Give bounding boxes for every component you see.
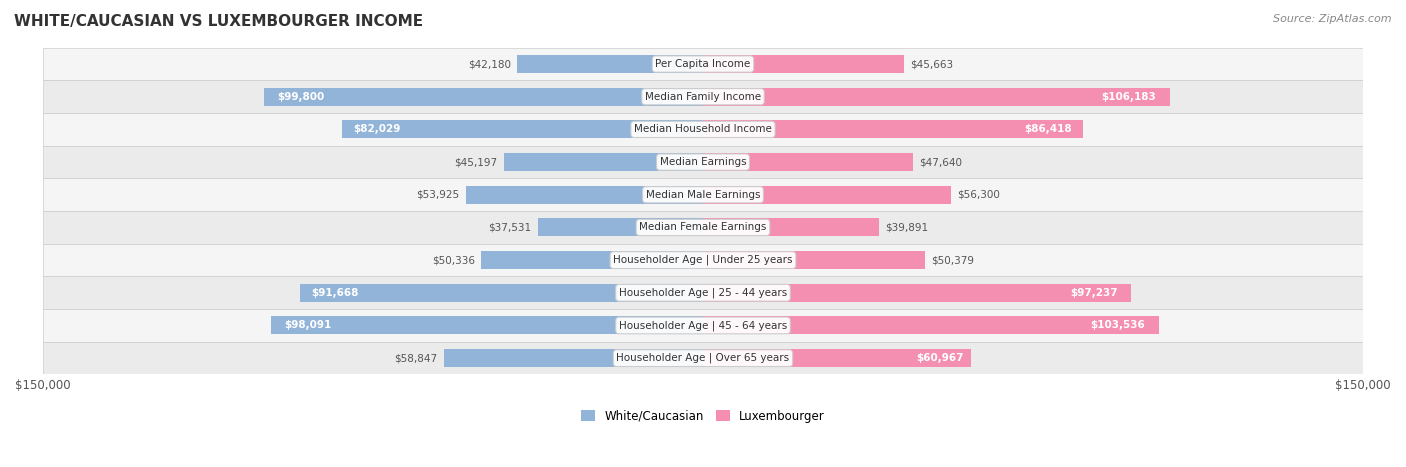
Text: $45,197: $45,197 [454,157,498,167]
Text: $50,336: $50,336 [432,255,475,265]
Text: Median Earnings: Median Earnings [659,157,747,167]
Text: Householder Age | 45 - 64 years: Householder Age | 45 - 64 years [619,320,787,331]
Text: Householder Age | Over 65 years: Householder Age | Over 65 years [616,353,790,363]
Bar [299,284,703,302]
Text: $50,379: $50,379 [931,255,974,265]
Text: $56,300: $56,300 [957,190,1000,200]
Text: $103,536: $103,536 [1090,320,1144,331]
Bar [703,55,904,73]
Text: WHITE/CAUCASIAN VS LUXEMBOURGER INCOME: WHITE/CAUCASIAN VS LUXEMBOURGER INCOME [14,14,423,29]
Text: $99,800: $99,800 [277,92,325,102]
FancyBboxPatch shape [42,342,1364,375]
Text: Source: ZipAtlas.com: Source: ZipAtlas.com [1274,14,1392,24]
Text: $39,891: $39,891 [886,222,928,233]
Bar [444,349,703,367]
Bar [271,317,703,334]
Bar [342,120,703,138]
Text: $98,091: $98,091 [284,320,332,331]
Text: $97,237: $97,237 [1070,288,1118,298]
Bar [703,186,950,204]
FancyBboxPatch shape [42,48,1364,80]
Bar [517,55,703,73]
Bar [703,349,972,367]
Bar [538,219,703,236]
Bar [505,153,703,171]
Text: $53,925: $53,925 [416,190,460,200]
Text: Median Household Income: Median Household Income [634,124,772,134]
FancyBboxPatch shape [42,309,1364,342]
Text: $37,531: $37,531 [488,222,531,233]
Bar [481,251,703,269]
Text: $60,967: $60,967 [915,353,963,363]
FancyBboxPatch shape [42,113,1364,146]
Text: Median Family Income: Median Family Income [645,92,761,102]
Text: $47,640: $47,640 [920,157,962,167]
Text: Median Male Earnings: Median Male Earnings [645,190,761,200]
Bar [703,88,1170,106]
FancyBboxPatch shape [42,178,1364,211]
Text: $45,663: $45,663 [911,59,953,69]
FancyBboxPatch shape [42,80,1364,113]
Bar [703,251,925,269]
Text: Per Capita Income: Per Capita Income [655,59,751,69]
Text: $106,183: $106,183 [1101,92,1156,102]
FancyBboxPatch shape [42,276,1364,309]
Text: $82,029: $82,029 [353,124,401,134]
Text: Householder Age | Under 25 years: Householder Age | Under 25 years [613,255,793,265]
Bar [703,284,1130,302]
Bar [703,219,879,236]
Text: Householder Age | 25 - 44 years: Householder Age | 25 - 44 years [619,288,787,298]
Bar [703,120,1084,138]
Text: Median Female Earnings: Median Female Earnings [640,222,766,233]
Bar [703,153,912,171]
Legend: White/Caucasian, Luxembourger: White/Caucasian, Luxembourger [576,405,830,427]
FancyBboxPatch shape [42,146,1364,178]
FancyBboxPatch shape [42,211,1364,244]
Bar [465,186,703,204]
FancyBboxPatch shape [42,244,1364,276]
Text: $86,418: $86,418 [1025,124,1071,134]
Text: $42,180: $42,180 [468,59,510,69]
Bar [264,88,703,106]
Text: $91,668: $91,668 [312,288,359,298]
Bar [703,317,1159,334]
Text: $58,847: $58,847 [394,353,437,363]
